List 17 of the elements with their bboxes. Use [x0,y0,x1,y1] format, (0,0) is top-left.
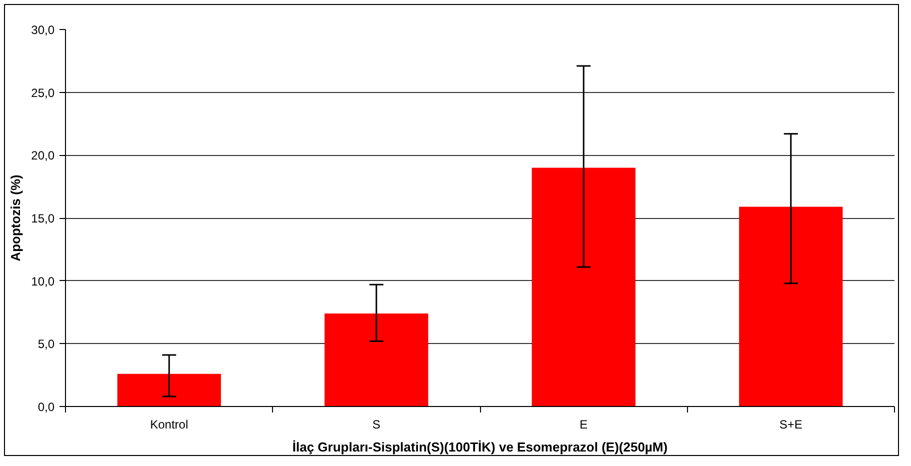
bar [739,206,843,406]
y-axis-title: Apoptozis (%) [8,174,24,262]
y-tick-label: 20,0 [31,148,55,163]
bar [532,168,636,406]
y-tick-label: 5,0 [38,337,55,352]
x-tick-label: Kontrol [150,418,188,432]
x-axis-title: İlaç Grupları-Sisplatin(S)(100TİK) ve Esomeprazol (E)(250µM) [292,440,668,454]
y-tick-label: 30,0 [31,23,55,37]
x-tick-label: S [372,418,380,432]
x-tick-label: E [580,418,588,432]
y-tick-label: 15,0 [31,212,55,226]
bar [324,314,428,406]
x-tick-label: S+E [779,418,802,432]
y-tick-label: 25,0 [31,86,55,100]
y-tick-label: 10,0 [31,274,55,288]
y-tick-label: 0,0 [38,400,55,414]
bar [117,374,221,406]
